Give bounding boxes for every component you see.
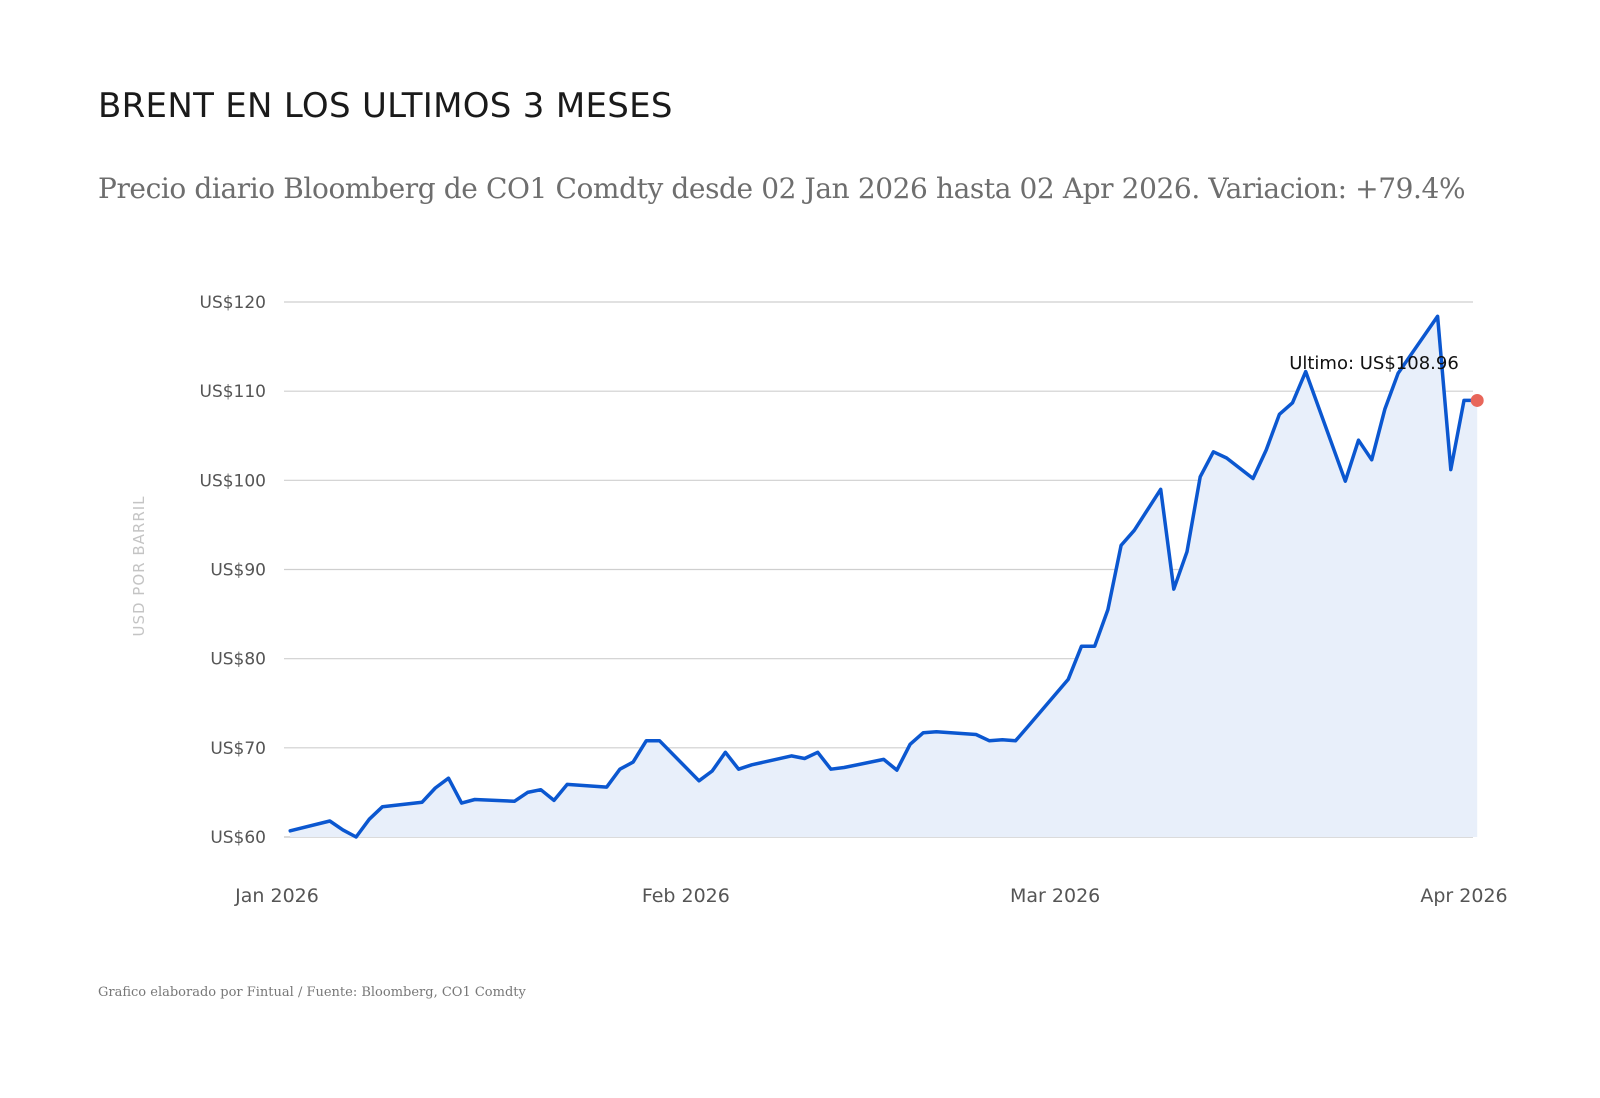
x-tick-label: Apr 2026 bbox=[1420, 885, 1507, 907]
chart-subtitle: Precio diario Bloomberg de CO1 Comdty de… bbox=[98, 172, 1466, 205]
brent-price-chart: US$60 US$70 US$80 US$90 US$100 US$110 US$120 J… bbox=[130, 293, 1508, 907]
x-tick-label: Jan 2026 bbox=[234, 885, 319, 907]
last-value-point bbox=[1470, 393, 1484, 407]
y-tick-label: US$100 bbox=[200, 471, 267, 491]
y-tick-label: US$60 bbox=[210, 828, 266, 848]
x-axis-ticks: Jan 2026 Feb 2026 Mar 2026 Apr 2026 bbox=[234, 885, 1507, 907]
x-tick-label: Mar 2026 bbox=[1010, 885, 1100, 907]
y-tick-label: US$80 bbox=[210, 650, 266, 670]
chart-title: BRENT EN LOS ULTIMOS 3 MESES bbox=[98, 86, 673, 126]
price-area bbox=[290, 316, 1478, 837]
last-value-annotation: Ultimo: US$108.96 bbox=[1289, 353, 1459, 374]
y-axis-label: USD POR BARRIL bbox=[130, 495, 148, 636]
y-tick-label: US$110 bbox=[200, 382, 267, 402]
y-axis-ticks: US$60 US$70 US$80 US$90 US$100 US$110 US$120 bbox=[200, 293, 267, 848]
price-line bbox=[288, 314, 1479, 839]
y-tick-label: US$90 bbox=[210, 561, 266, 581]
x-tick-label: Feb 2026 bbox=[642, 885, 730, 907]
y-tick-label: US$120 bbox=[200, 293, 267, 313]
y-tick-label: US$70 bbox=[210, 739, 266, 759]
source-footnote: Grafico elaborado por Fintual / Fuente: … bbox=[98, 985, 526, 1000]
